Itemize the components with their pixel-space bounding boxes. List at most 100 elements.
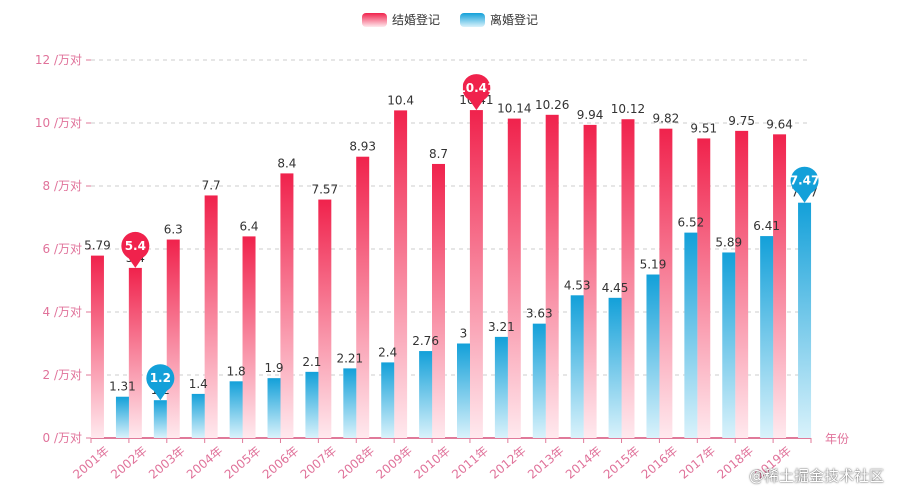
data-label-marriage-2: 6.3 bbox=[164, 223, 183, 237]
data-label-divorce-15: 6.52 bbox=[678, 216, 705, 230]
bar-divorce-5 bbox=[305, 371, 319, 438]
data-label-divorce-3: 1.8 bbox=[227, 364, 246, 378]
bar-divorce-8 bbox=[419, 351, 433, 438]
legend-swatch-marriage bbox=[361, 12, 387, 27]
data-label-divorce-16: 5.89 bbox=[715, 235, 742, 249]
x-tick-label-7: 2008年 bbox=[336, 444, 378, 482]
y-tick-label-1: 2 /万对 bbox=[43, 368, 83, 382]
x-tick-label-12: 2013年 bbox=[525, 444, 567, 482]
bar-divorce-9 bbox=[457, 343, 470, 438]
data-label-marriage-4: 6.4 bbox=[239, 219, 258, 233]
bar-marriage-14 bbox=[621, 119, 635, 438]
marker-bubble-2 bbox=[146, 364, 175, 393]
data-label-marriage-13: 9.94 bbox=[577, 108, 604, 122]
bar-marriage-18 bbox=[773, 134, 787, 438]
bar-divorce-2 bbox=[191, 393, 205, 438]
data-label-marriage-16: 9.51 bbox=[690, 121, 717, 135]
legend: 结婚登记 离婚登记 bbox=[0, 11, 900, 28]
data-label-marriage-9: 8.7 bbox=[429, 147, 448, 161]
x-tick-label-5: 2006年 bbox=[260, 444, 302, 482]
x-tick-label-15: 2016年 bbox=[639, 444, 681, 482]
data-label-marriage-7: 8.93 bbox=[349, 140, 376, 154]
y-tick-label-6: 12 /万对 bbox=[35, 53, 82, 67]
data-label-divorce-13: 4.45 bbox=[602, 281, 629, 295]
x-tick-label-14: 2015年 bbox=[601, 444, 643, 482]
bar-marriage-3 bbox=[204, 195, 218, 438]
x-tick-label-0: 2001年 bbox=[70, 444, 112, 482]
x-tick-label-9: 2010年 bbox=[411, 444, 453, 482]
x-tick-label-6: 2007年 bbox=[298, 444, 340, 482]
legend-item-divorce[interactable]: 离婚登记 bbox=[460, 11, 538, 28]
data-label-divorce-5: 2.1 bbox=[302, 355, 321, 369]
data-label-marriage-3: 7.7 bbox=[202, 178, 221, 192]
x-tick-label-11: 2012年 bbox=[487, 444, 529, 482]
x-axis-title: 年份 bbox=[825, 432, 849, 446]
bar-divorce-6 bbox=[343, 368, 357, 438]
marker-bubble-3 bbox=[790, 166, 819, 195]
marker-label-0: 5.4 bbox=[125, 239, 146, 253]
data-label-divorce-17: 6.41 bbox=[753, 219, 780, 233]
bar-divorce-1 bbox=[153, 400, 167, 438]
y-tick-label-0: 0 /万对 bbox=[43, 431, 83, 445]
bar-marriage-0 bbox=[90, 255, 104, 438]
data-label-divorce-4: 1.9 bbox=[264, 361, 283, 375]
x-tick-label-2: 2003年 bbox=[146, 444, 188, 482]
bar-marriage-15 bbox=[659, 128, 673, 439]
data-label-marriage-0: 5.79 bbox=[84, 239, 111, 253]
bar-divorce-17 bbox=[760, 236, 774, 438]
bar-divorce-4 bbox=[267, 378, 281, 438]
data-label-divorce-6: 2.21 bbox=[336, 351, 363, 365]
bar-marriage-8 bbox=[394, 110, 408, 439]
y-tick-label-5: 10 /万对 bbox=[35, 116, 82, 130]
data-label-divorce-8: 2.76 bbox=[412, 334, 439, 348]
bar-divorce-15 bbox=[684, 232, 698, 438]
marker-label-2: 1.2 bbox=[150, 371, 171, 385]
bar-marriage-11 bbox=[507, 118, 521, 438]
data-label-marriage-14: 10.12 bbox=[611, 102, 645, 116]
marker-min-divorce: 1.2 bbox=[146, 364, 175, 401]
bar-marriage-2 bbox=[166, 239, 180, 438]
data-label-divorce-0: 1.31 bbox=[109, 380, 136, 394]
bar-marriage-6 bbox=[318, 199, 332, 438]
bar-marriage-7 bbox=[356, 156, 370, 438]
marker-bubble-0 bbox=[121, 231, 150, 260]
bar-marriage-5 bbox=[280, 173, 294, 438]
data-label-divorce-10: 3.21 bbox=[488, 320, 515, 334]
watermark-text: @稀土掘金技术社区 bbox=[748, 467, 884, 485]
data-label-divorce-14: 5.19 bbox=[640, 258, 667, 272]
bar-marriage-12 bbox=[545, 114, 559, 438]
x-tick-label-13: 2014年 bbox=[563, 444, 605, 482]
x-tick-label-1: 2002年 bbox=[108, 444, 150, 482]
bar-divorce-18 bbox=[798, 202, 812, 438]
data-label-marriage-6: 7.57 bbox=[311, 183, 338, 197]
y-tick-label-2: 4 /万对 bbox=[43, 305, 83, 319]
data-label-marriage-11: 10.14 bbox=[497, 102, 531, 116]
bar-divorce-13 bbox=[608, 297, 622, 438]
marker-bubble-1 bbox=[462, 74, 491, 103]
label-layer: 5.795.46.37.76.48.47.578.9310.48.710.411… bbox=[84, 93, 818, 397]
bar-marriage-16 bbox=[697, 138, 711, 438]
marker-layer: 5.4 10.41 1.2 7.47 bbox=[121, 74, 819, 401]
bar-divorce-10 bbox=[494, 336, 508, 438]
data-label-marriage-18: 9.64 bbox=[766, 117, 793, 131]
bar-marriage-13 bbox=[583, 124, 597, 438]
marker-max-divorce: 7.47 bbox=[790, 166, 819, 203]
legend-item-marriage[interactable]: 结婚登记 bbox=[361, 11, 440, 28]
legend-swatch-divorce bbox=[460, 12, 485, 27]
bar-marriage-1 bbox=[128, 267, 142, 438]
bar-marriage-17 bbox=[735, 130, 749, 438]
bar-divorce-7 bbox=[381, 362, 395, 438]
x-tick-label-4: 2005年 bbox=[222, 444, 264, 482]
data-label-divorce-2: 1.4 bbox=[189, 377, 208, 391]
y-tick-label-4: 8 /万对 bbox=[43, 179, 83, 193]
bar-marriage-10 bbox=[469, 110, 483, 439]
marker-label-1: 10.41 bbox=[457, 81, 495, 95]
x-tick-label-3: 2004年 bbox=[184, 444, 226, 482]
bar-divorce-0 bbox=[115, 396, 129, 438]
bar-layer bbox=[90, 110, 812, 439]
data-label-marriage-5: 8.4 bbox=[277, 156, 296, 170]
data-label-divorce-9: 3 bbox=[460, 327, 468, 341]
data-label-marriage-15: 9.82 bbox=[653, 112, 680, 126]
marker-max-marriage: 10.41 bbox=[457, 74, 495, 111]
